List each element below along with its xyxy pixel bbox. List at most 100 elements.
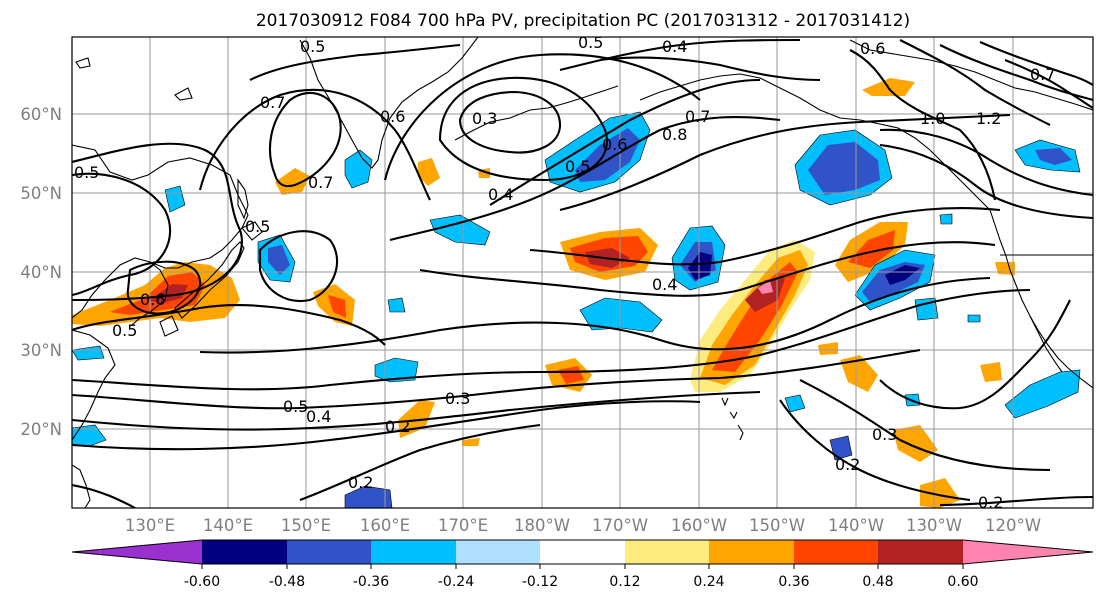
contour-line: [529, 207, 1001, 266]
coast-philippines: [72, 464, 91, 508]
colorbar-tick-label: -0.24: [438, 574, 474, 590]
contour-line: [72, 483, 136, 508]
contour-label: 0.8: [662, 125, 687, 144]
lon-label: 170°E: [438, 516, 488, 535]
lon-label: 150°E: [281, 516, 331, 535]
neg-anomaly-sm-3: [914, 297, 939, 321]
contour-label: 0.2: [835, 455, 860, 474]
coast-asia-mainland: [72, 144, 249, 319]
contour-line: [779, 399, 971, 502]
contour-line: [269, 91, 342, 188]
lon-label: 160°W: [671, 516, 727, 535]
lon-label: 130°W: [906, 516, 962, 535]
coast-alaska-south: [639, 73, 991, 211]
neg-anomaly-kamchatka: [344, 149, 373, 189]
contour-value-labels: 0.5 0.5 0.4 0.6 0.7 0.6 0.3 0.7 0.5 0.6 …: [74, 33, 1055, 512]
pos-anomaly-e-subtropics-3: [920, 478, 960, 508]
lon-label: 180°W: [514, 516, 570, 535]
contour-line: [72, 390, 761, 431]
lon-label: 140°W: [828, 516, 884, 535]
coast-japan-honshu: [174, 241, 245, 319]
pos-anomaly-baja: [980, 362, 1002, 382]
lat-label: 30°N: [20, 341, 62, 360]
contour-line: [458, 90, 562, 154]
neg-anomaly-sm-7: [967, 314, 981, 323]
contour-line: [559, 38, 801, 72]
colorbar-tick-label: -0.36: [353, 574, 389, 590]
lon-label: 120°W: [985, 516, 1041, 535]
colorbar-segment: [371, 540, 456, 564]
contour-line: [72, 172, 172, 297]
colorbar-segment: [540, 540, 625, 564]
coast-china: [72, 329, 116, 441]
contour-label: 0.7: [685, 107, 710, 126]
coast-hawaii: [721, 397, 744, 441]
neg-anomaly-sw-1: [344, 485, 393, 508]
contour-label: 1.2: [976, 109, 1001, 128]
contour-label: 0.5: [565, 157, 590, 176]
neg-anomaly-subtropic-1: [374, 357, 419, 383]
contour-line: [1004, 59, 1093, 109]
neg-anomaly-subtropic-2: [1004, 369, 1081, 419]
lon-label: 140°E: [203, 516, 253, 535]
contour-line: [939, 495, 1093, 507]
lon-label: 160°E: [360, 516, 410, 535]
coast-canada-north: [849, 39, 1093, 111]
colorbar: -0.60 -0.48 -0.36 -0.24 -0.12 0.12 0.24 …: [71, 539, 1094, 590]
contour-label: 0.4: [652, 275, 677, 294]
coast-japan-hokkaido: [241, 221, 263, 241]
figure-title: 2017030912 F084 700 hPa PV, precipitatio…: [256, 11, 910, 31]
lon-label: 170°W: [592, 516, 648, 535]
contour-line: [126, 260, 202, 315]
graticule: [72, 37, 1093, 508]
coast-japan-kyushu: [159, 315, 179, 337]
contour-line: [599, 56, 821, 82]
colorbar-tick-label: 0.12: [609, 574, 640, 590]
pos-anomaly-northeast-core: [848, 230, 895, 268]
neg-anomaly-sm-4: [939, 213, 953, 225]
coast-sakhalin: [237, 178, 249, 220]
pos-anomaly-sm-1: [818, 342, 838, 355]
contour-line: [72, 288, 1031, 391]
contour-line: [72, 142, 243, 302]
neg-anomaly-nw-pacific: [429, 214, 491, 246]
contour-line: [879, 299, 1071, 410]
pv-contours: [72, 38, 1093, 508]
contour-label: 0.2: [978, 493, 1003, 512]
neg-anomaly-gulf-alaska-core: [808, 142, 880, 195]
pos-anomaly-sea-okhotsk: [275, 168, 310, 195]
contour-line: [979, 41, 1093, 86]
contour-line: [879, 128, 1093, 197]
colorbar-extend-min: [72, 540, 202, 564]
contour-line: [299, 423, 541, 501]
contour-line: [383, 53, 701, 181]
contour-line: [199, 276, 991, 354]
contour-line: [849, 49, 997, 201]
colorbar-segment: [202, 540, 287, 564]
contour-label: 0.3: [472, 109, 497, 128]
pos-anomaly-japan-peak: [150, 284, 188, 304]
contour-label: 0.5: [283, 397, 308, 416]
neg-anomaly-pacnw-core: [1035, 148, 1072, 165]
pos-anomaly-kurils-core: [328, 295, 346, 318]
longitude-labels: 130°E 140°E 150°E 160°E 170°E 180°W 170°…: [125, 516, 1041, 535]
contour-label: 0.2: [385, 417, 410, 436]
contour-label: 0.6: [140, 290, 165, 309]
contour-line: [419, 241, 996, 297]
contour-label: 0.5: [74, 163, 99, 182]
contour-label: 0.5: [245, 217, 270, 236]
colorbar-ticks: [201, 564, 964, 569]
contour-label: 0.5: [578, 33, 603, 52]
contour-line: [489, 78, 761, 206]
pos-anomaly-bering-west: [418, 158, 440, 186]
colorbar-tick-label: -0.60: [184, 574, 220, 590]
pos-anomaly-pacnw: [995, 262, 1015, 275]
neg-anomaly-sw-2: [72, 424, 107, 447]
pos-anomaly-e-subtropics-1: [840, 355, 878, 392]
lat-label: 60°N: [20, 105, 62, 124]
contour-line: [939, 44, 1093, 102]
contour-line: [389, 115, 781, 242]
contour-label: 0.4: [488, 185, 513, 204]
lat-label: 50°N: [20, 184, 62, 203]
colorbar-segment: [625, 540, 709, 564]
